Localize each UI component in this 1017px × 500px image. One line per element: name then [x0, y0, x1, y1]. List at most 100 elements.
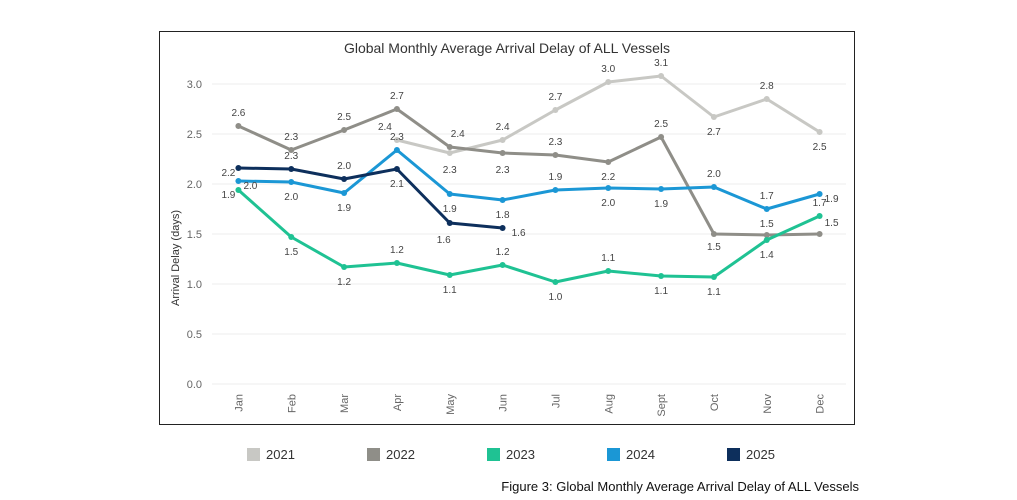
legend-item-2025[interactable]: 2025: [727, 447, 775, 462]
data-label-2024: 2.0: [284, 192, 298, 203]
data-label-2023: 1.1: [443, 285, 457, 296]
data-point-2022[interactable]: [816, 231, 823, 237]
data-label-2025: 2.0: [337, 161, 351, 172]
data-point-2021[interactable]: [605, 79, 612, 85]
data-point-2024[interactable]: [710, 184, 717, 190]
data-point-2024[interactable]: [499, 197, 506, 203]
legend-item-2021[interactable]: 2021: [247, 447, 295, 462]
figure-caption: Figure 3: Global Monthly Average Arrival…: [501, 479, 859, 494]
data-label-2023: 1.2: [390, 245, 404, 256]
data-label-2023: 1.1: [707, 287, 721, 298]
data-point-2021[interactable]: [816, 129, 823, 135]
data-point-2022[interactable]: [763, 232, 770, 238]
legend-item-2022[interactable]: 2022: [367, 447, 415, 462]
data-point-2022[interactable]: [446, 144, 453, 150]
data-label-2022: 1.5: [760, 219, 774, 230]
series-2022: [235, 106, 823, 238]
data-point-2024[interactable]: [288, 179, 295, 185]
legend-label-2025: 2025: [746, 447, 775, 462]
y-tick-label: 1.5: [187, 229, 202, 241]
data-point-2021[interactable]: [552, 107, 559, 113]
data-point-2021[interactable]: [499, 137, 506, 143]
data-point-2024[interactable]: [393, 147, 400, 153]
data-point-2024[interactable]: [341, 190, 348, 196]
data-label-2021: 3.1: [654, 58, 668, 69]
chart-frame: Global Monthly Average Arrival Delay of …: [159, 31, 855, 425]
x-tick-label: Jun: [498, 394, 510, 412]
data-point-2024[interactable]: [816, 191, 823, 197]
data-point-2025[interactable]: [288, 166, 295, 172]
series-line-2021: [395, 74, 822, 155]
data-point-2021[interactable]: [658, 73, 665, 79]
data-label-2022: 2.6: [231, 108, 245, 119]
data-label-2022: 2.2: [601, 172, 615, 183]
data-point-2022[interactable]: [341, 127, 348, 133]
series-line-2024: [236, 148, 822, 211]
data-point-2022[interactable]: [658, 134, 665, 140]
series-line-2025: [236, 166, 505, 230]
data-point-2024[interactable]: [605, 185, 612, 191]
data-label-2022: 2.3: [496, 165, 510, 176]
data-label-2025: 1.6: [512, 228, 526, 239]
data-point-2023[interactable]: [341, 264, 348, 270]
data-point-2024[interactable]: [235, 178, 242, 184]
data-point-2021[interactable]: [446, 150, 453, 156]
data-point-2022[interactable]: [235, 123, 242, 129]
series-2024: [235, 147, 823, 212]
data-label-2023: 1.9: [221, 190, 235, 201]
y-tick-label: 2.5: [187, 129, 202, 141]
data-point-2024[interactable]: [658, 186, 665, 192]
data-point-2023[interactable]: [235, 187, 242, 193]
data-label-2021: 2.8: [760, 81, 774, 92]
legend-label-2022: 2022: [386, 447, 415, 462]
legend-swatch-2025: [727, 448, 740, 461]
data-label-2021: 2.3: [443, 165, 457, 176]
data-point-2025[interactable]: [499, 225, 506, 231]
data-point-2023[interactable]: [288, 234, 295, 240]
data-point-2022[interactable]: [552, 152, 559, 158]
data-point-2021[interactable]: [710, 114, 717, 120]
data-point-2023[interactable]: [816, 213, 823, 219]
line-chart: Global Monthly Average Arrival Delay of …: [170, 40, 846, 417]
data-point-2023[interactable]: [710, 274, 717, 280]
data-point-2023[interactable]: [499, 262, 506, 268]
legend-item-2023[interactable]: 2023: [487, 447, 535, 462]
legend-swatch-2022: [367, 448, 380, 461]
data-label-2023: 1.7: [813, 198, 827, 209]
data-point-2023[interactable]: [658, 273, 665, 279]
data-label-2022: 2.4: [451, 129, 465, 140]
data-point-2023[interactable]: [763, 237, 770, 243]
data-point-2022[interactable]: [393, 106, 400, 112]
data-point-2023[interactable]: [552, 279, 559, 285]
data-label-2024: 2.0: [601, 198, 615, 209]
data-point-2022[interactable]: [288, 147, 295, 153]
data-label-2021: 3.0: [601, 64, 615, 75]
data-point-2024[interactable]: [552, 187, 559, 193]
legend-swatch-2024: [607, 448, 620, 461]
data-label-2024: 1.9: [654, 199, 668, 210]
data-point-2022[interactable]: [499, 150, 506, 156]
data-point-2025[interactable]: [235, 165, 242, 171]
data-point-2023[interactable]: [605, 268, 612, 274]
data-point-2021[interactable]: [393, 137, 400, 143]
data-point-2025[interactable]: [341, 176, 348, 182]
data-point-2024[interactable]: [446, 191, 453, 197]
x-tick-label: Oct: [709, 394, 721, 411]
data-point-2022[interactable]: [710, 231, 717, 237]
data-label-2024: 2.3: [390, 132, 404, 143]
data-point-2025[interactable]: [393, 166, 400, 172]
data-label-2024: 1.7: [760, 191, 774, 202]
legend-item-2024[interactable]: 2024: [607, 447, 655, 462]
data-point-2024[interactable]: [763, 206, 770, 212]
x-tick-label: Jul: [550, 394, 562, 408]
data-label-2025: 2.1: [390, 179, 404, 190]
data-point-2025[interactable]: [446, 220, 453, 226]
data-point-2023[interactable]: [446, 272, 453, 278]
data-point-2023[interactable]: [393, 260, 400, 266]
legend-label-2023: 2023: [506, 447, 535, 462]
data-label-2025: 2.2: [221, 168, 235, 179]
data-point-2021[interactable]: [763, 96, 770, 102]
y-tick-label: 0.5: [187, 329, 202, 341]
x-tick-label: May: [445, 394, 457, 415]
data-point-2022[interactable]: [605, 159, 612, 165]
